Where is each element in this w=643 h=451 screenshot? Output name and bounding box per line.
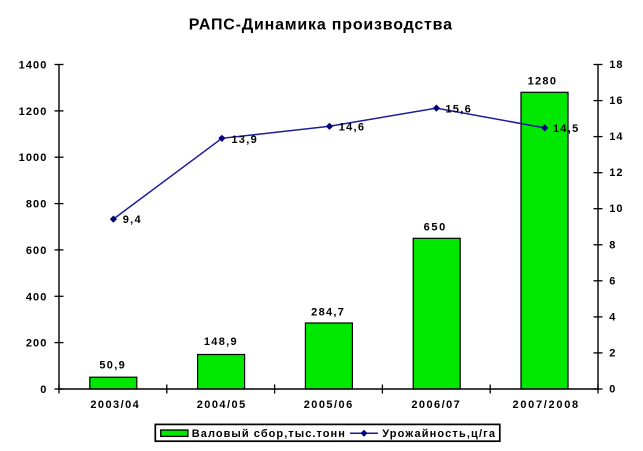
svg-text:650: 650 [424,222,447,234]
svg-text:1200: 1200 [19,106,48,118]
svg-text:2: 2 [609,347,616,359]
svg-text:Валовый сбор,тыс.тонн: Валовый сбор,тыс.тонн [192,428,346,440]
svg-text:200: 200 [26,338,48,350]
svg-text:13,9: 13,9 [231,134,258,146]
svg-text:9,4: 9,4 [123,214,142,226]
svg-text:1280: 1280 [528,75,558,87]
svg-text:18: 18 [609,59,623,71]
svg-text:50,9: 50,9 [99,359,126,371]
svg-text:2005/06: 2005/06 [304,399,354,411]
svg-text:148,9: 148,9 [204,336,238,348]
svg-text:15,6: 15,6 [445,103,472,115]
svg-text:0: 0 [609,384,616,396]
svg-text:10: 10 [609,203,623,215]
svg-text:400: 400 [26,291,48,303]
svg-text:РАПС-Динамика производства: РАПС-Динамика производства [189,17,453,34]
svg-text:2004/05: 2004/05 [197,399,247,411]
svg-text:14,5: 14,5 [553,123,580,135]
svg-text:600: 600 [26,245,48,257]
svg-text:2003/04: 2003/04 [90,399,140,411]
svg-text:14,6: 14,6 [339,122,366,134]
svg-text:2007/2008: 2007/2008 [513,399,580,411]
svg-text:4: 4 [609,311,616,323]
svg-text:6: 6 [609,275,616,287]
svg-text:14: 14 [609,131,623,143]
svg-text:12: 12 [609,167,623,179]
svg-text:1400: 1400 [19,60,48,72]
svg-text:8: 8 [609,239,616,251]
svg-text:Урожайность,ц/га: Урожайность,ц/га [382,428,496,440]
svg-text:16: 16 [609,95,623,107]
svg-text:0: 0 [40,384,47,396]
svg-text:2006/07: 2006/07 [411,399,461,411]
svg-text:1000: 1000 [19,152,48,164]
svg-text:284,7: 284,7 [311,306,345,318]
svg-text:800: 800 [26,199,48,211]
